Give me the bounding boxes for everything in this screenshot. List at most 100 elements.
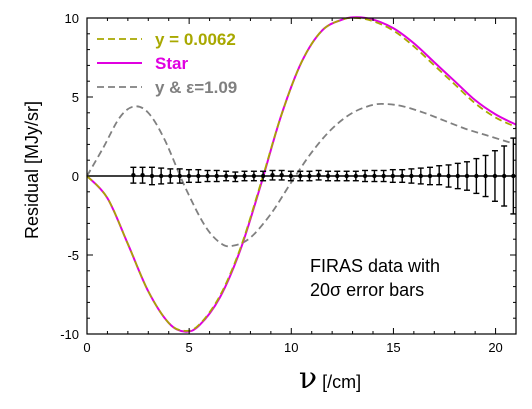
data-point [445,164,452,188]
data-point [334,170,341,182]
data-point [139,166,146,184]
x-axis-symbol: ν [299,361,317,396]
data-point [204,169,211,183]
data-marker [418,173,424,179]
data-marker [390,173,396,179]
data-marker [186,173,192,179]
data-marker [353,173,359,179]
data-point [223,170,230,182]
data-marker [279,173,284,178]
series-line-y-0-0062 [86,16,517,332]
data-marker [168,173,173,179]
data-point [426,166,433,186]
data-point [195,168,202,184]
data-marker [131,173,136,178]
data-point [167,168,174,184]
series-line-y-1-09 [86,102,517,248]
data-point [473,157,480,195]
data-point [343,170,350,182]
data-marker [242,173,247,179]
data-marker [260,173,266,179]
data-point [463,161,470,191]
data-marker [298,173,303,179]
data-point [232,171,239,183]
data-point [260,170,267,182]
data-marker [464,173,470,179]
data-point [158,167,165,185]
data-marker [316,173,321,178]
data-marker [436,173,442,178]
y-tick-label: 10 [65,11,79,26]
data-marker [381,173,386,179]
legend-item-y-0-0062: y = 0.0062 [97,30,236,49]
data-marker [335,173,340,179]
data-marker [196,173,201,179]
data-marker [409,173,414,179]
data-marker [501,173,507,179]
firas-data-layer [130,137,517,215]
data-marker [149,173,155,179]
legend-item-star: Star [97,54,188,73]
data-marker [223,173,229,179]
legend-label: y & ε=1.09 [155,78,237,97]
data-point [325,170,332,182]
data-point [399,168,406,184]
ticks-layer: 0 5 10 15 20 -10 -5 0 5 10 [60,11,517,355]
data-marker [325,173,331,179]
x-axis-unit: [/cm] [317,372,361,392]
data-point [213,169,220,183]
y-tick-label: -5 [67,248,79,263]
data-marker [372,173,377,179]
x-tick-label: 10 [284,340,298,355]
legend: y = 0.0062 Star y & ε=1.09 [97,30,237,97]
data-point [241,170,248,182]
data-point [306,170,313,182]
data-marker [474,173,479,179]
data-marker [344,173,349,179]
data-point [315,169,322,181]
data-marker [362,173,368,179]
data-point [491,150,498,202]
data-point [389,168,396,184]
data-point [501,145,508,207]
data-marker [400,173,405,179]
data-marker [270,173,275,178]
data-marker [307,173,312,179]
y-axis-title: Residual [MJy/sr] [22,101,42,239]
annotation-line-2: 20σ error bars [310,280,424,300]
x-tick-label: 0 [83,340,90,355]
data-point [185,168,192,184]
data-marker [251,173,257,179]
y-tick-label: -10 [60,327,79,342]
data-point [176,168,183,184]
data-point [352,170,359,182]
data-marker [427,173,433,179]
data-marker [288,173,294,179]
data-point [371,169,378,183]
legend-item-y-1-09: y & ε=1.09 [97,78,237,97]
data-marker [214,173,219,179]
annotation-line-1: FIRAS data with [310,256,440,276]
data-marker [205,173,210,179]
x-axis-title: ν [/cm] [299,361,361,396]
x-tick-label: 20 [488,340,502,355]
data-marker [233,174,238,179]
data-marker [446,173,451,179]
data-marker [158,173,164,179]
data-point [269,169,276,181]
y-tick-label: 5 [72,90,79,105]
data-point [482,154,489,198]
data-point [297,170,304,182]
data-point [148,166,155,186]
y-tick-label: 0 [72,169,79,184]
legend-label: y = 0.0062 [155,30,236,49]
data-point [380,169,387,183]
data-marker [492,173,498,179]
data-point [278,169,285,181]
data-marker [455,173,460,179]
data-point [436,165,443,186]
x-tick-label: 15 [386,340,400,355]
x-tick-label: 5 [186,340,193,355]
